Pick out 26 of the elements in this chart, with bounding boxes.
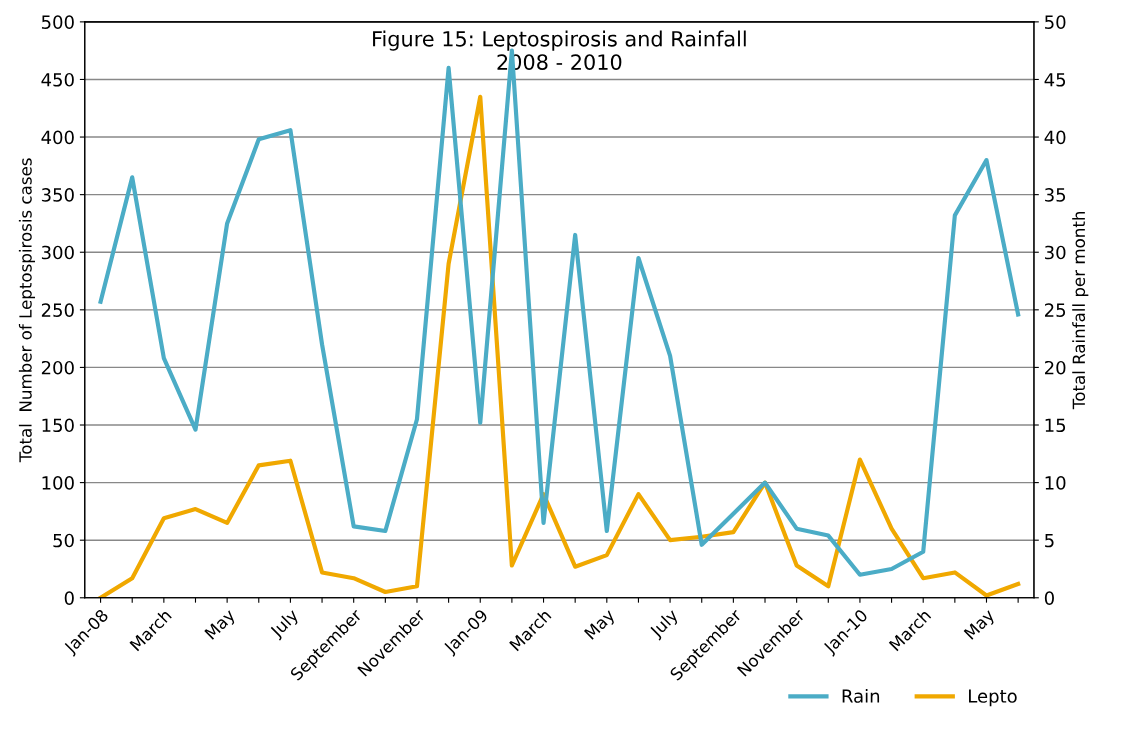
y-tick-label: 350 bbox=[41, 188, 74, 202]
y-tick-label: 50 bbox=[53, 533, 74, 548]
y2-tick-label: 10 bbox=[1045, 476, 1066, 490]
y-tick-label: 500 bbox=[41, 15, 74, 29]
y2-tick-label: 40 bbox=[1044, 130, 1066, 145]
y-tick-label: 0 bbox=[64, 591, 74, 605]
y-tick-label: 200 bbox=[41, 360, 74, 375]
y2-tick-label: 5 bbox=[1045, 533, 1054, 548]
y-tick-label: 300 bbox=[41, 245, 74, 260]
y-tick-label: 450 bbox=[41, 72, 74, 87]
y-tick-label: 400 bbox=[41, 130, 74, 145]
legend-label: Lepto bbox=[969, 689, 1017, 707]
y-axis-title: Total Number of Leptospirosis cases bbox=[18, 158, 36, 463]
legend-label: Rain bbox=[842, 688, 880, 703]
y2-tick-label: 15 bbox=[1045, 418, 1066, 433]
y-tick-label: 150 bbox=[42, 418, 74, 433]
y2-tick-label: 25 bbox=[1045, 303, 1066, 317]
y2-tick-label: 35 bbox=[1045, 188, 1066, 202]
y-tick-label: 100 bbox=[42, 476, 74, 490]
y2-axis-title: Total Rainfall per month bbox=[1072, 211, 1089, 410]
y2-tick-label: 50 bbox=[1045, 15, 1066, 29]
y2-tick-label: 0 bbox=[1044, 591, 1054, 605]
y2-tick-label: 45 bbox=[1044, 73, 1066, 87]
y-tick-label: 250 bbox=[41, 303, 74, 317]
y2-tick-label: 30 bbox=[1045, 245, 1066, 260]
y2-tick-label: 20 bbox=[1045, 360, 1066, 375]
